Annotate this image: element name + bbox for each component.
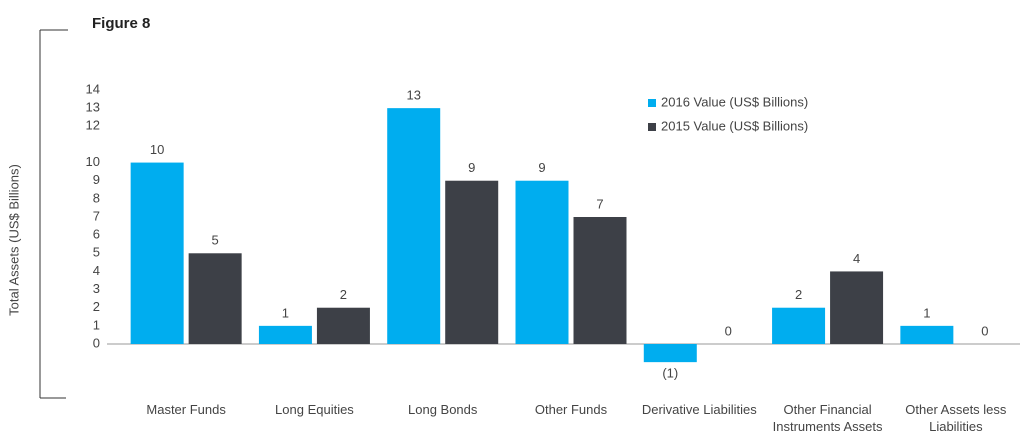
y-tick-label: 9 (93, 172, 100, 187)
x-tick-label: Derivative Liabilities (641, 402, 757, 417)
y-tick-label: 1 (93, 317, 100, 332)
bar (643, 344, 697, 363)
bar (900, 325, 954, 344)
data-label: 2 (340, 287, 347, 302)
data-label: 1 (282, 305, 289, 320)
data-label: 5 (212, 233, 219, 248)
bar (515, 180, 569, 344)
data-label: 0 (981, 323, 988, 338)
legend-label: 2016 Value (US$ Billions) (661, 94, 808, 109)
data-label: 2 (795, 287, 802, 302)
chart-title: Figure 8 (92, 15, 150, 32)
legend-label: 2015 Value (US$ Billions) (661, 118, 808, 133)
bar (573, 217, 627, 344)
y-tick-label: 6 (93, 227, 100, 242)
bar (130, 162, 184, 344)
y-tick-label: 14 (86, 81, 100, 96)
y-tick-label: 0 (93, 335, 100, 350)
bar (830, 271, 884, 344)
data-label: 9 (468, 160, 475, 175)
y-tick-label: 13 (86, 100, 100, 115)
x-tick-label: Master Funds (146, 402, 226, 417)
data-label: 13 (406, 88, 420, 103)
y-tick-label: 10 (86, 154, 100, 169)
y-tick-label: 2 (93, 299, 100, 314)
y-tick-label: 8 (93, 190, 100, 205)
y-tick-label: 3 (93, 281, 100, 296)
bar (258, 325, 312, 344)
bar (316, 307, 370, 344)
y-tick-label: 7 (93, 208, 100, 223)
bar (387, 108, 441, 345)
x-tick-label: Long Equities (275, 402, 354, 417)
data-label: 0 (725, 323, 732, 338)
bar (445, 180, 499, 344)
y-axis-label: Total Assets (US$ Billions) (6, 164, 21, 316)
y-tick-label: 5 (93, 245, 100, 260)
x-tick-label: Other Financial Instruments Assets (772, 402, 883, 434)
y-tick-label: 4 (93, 263, 100, 278)
data-label: 1 (923, 305, 930, 320)
legend-swatch (648, 123, 656, 131)
y-tick-label: 12 (86, 118, 100, 133)
legend-swatch (648, 99, 656, 107)
bar (772, 307, 826, 344)
data-label: 7 (596, 196, 603, 211)
bar (188, 253, 242, 344)
x-tick-label: Other Assets less Liabilities (905, 402, 1007, 434)
x-tick-label: Long Bonds (408, 402, 478, 417)
data-label: (1) (662, 366, 678, 381)
data-label: 9 (538, 160, 545, 175)
x-tick-label: Other Funds (534, 402, 608, 417)
data-label: 4 (853, 251, 860, 266)
data-label: 10 (150, 142, 164, 157)
